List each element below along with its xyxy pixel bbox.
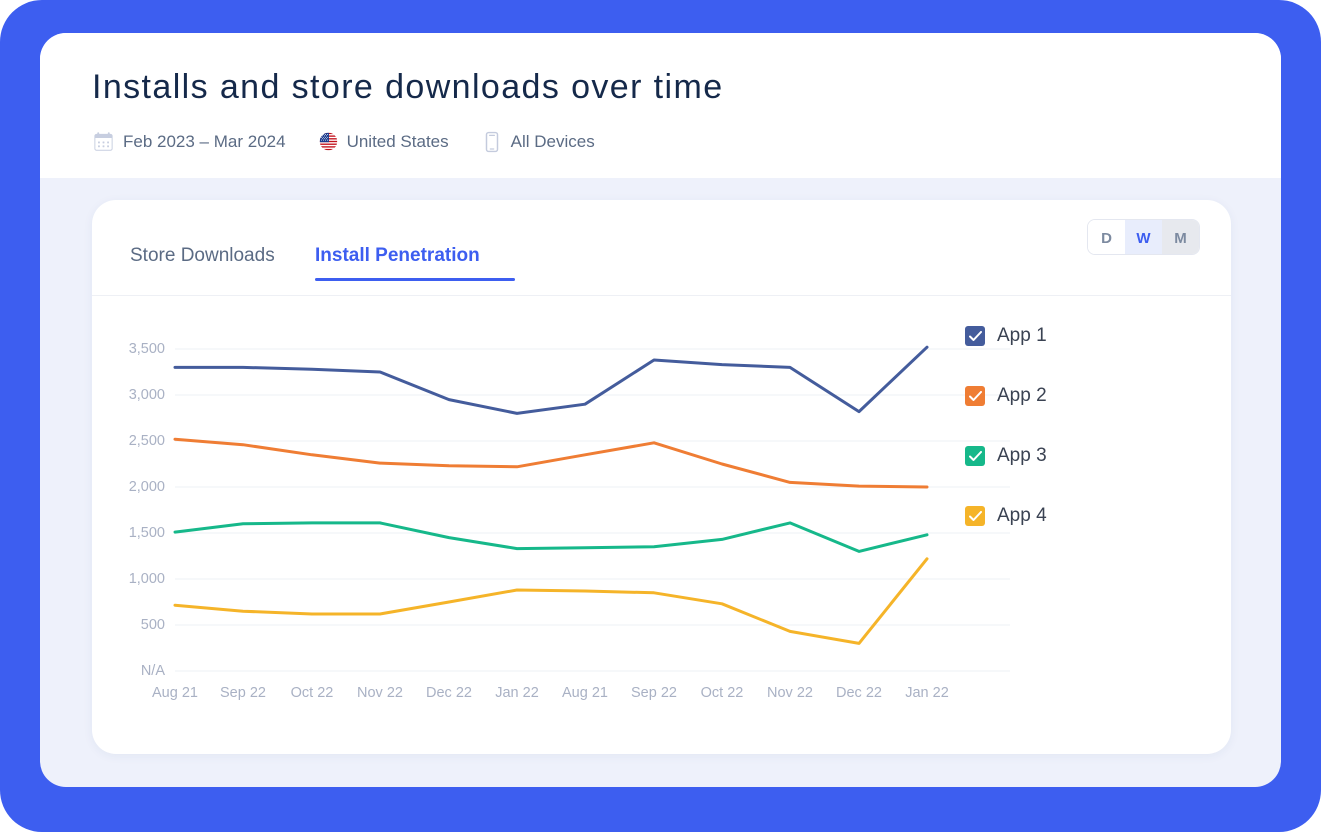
svg-text:Jan 22: Jan 22 bbox=[905, 685, 949, 701]
svg-text:Dec 22: Dec 22 bbox=[836, 685, 882, 701]
svg-text:2,000: 2,000 bbox=[129, 479, 165, 495]
svg-text:1,500: 1,500 bbox=[129, 525, 165, 541]
svg-text:Oct 22: Oct 22 bbox=[291, 685, 334, 701]
svg-text:Sep 22: Sep 22 bbox=[631, 685, 677, 701]
svg-text:Jan 22: Jan 22 bbox=[495, 685, 539, 701]
svg-text:Dec 22: Dec 22 bbox=[426, 685, 472, 701]
svg-text:1,000: 1,000 bbox=[129, 571, 165, 587]
svg-text:3,000: 3,000 bbox=[129, 387, 165, 403]
svg-text:Oct 22: Oct 22 bbox=[701, 685, 744, 701]
svg-text:Nov 22: Nov 22 bbox=[767, 685, 813, 701]
svg-text:2,500: 2,500 bbox=[129, 433, 165, 449]
svg-text:Aug 21: Aug 21 bbox=[562, 685, 608, 701]
svg-text:Sep 22: Sep 22 bbox=[220, 685, 266, 701]
svg-text:N/A: N/A bbox=[141, 663, 166, 679]
svg-text:500: 500 bbox=[141, 617, 165, 633]
svg-text:Nov 22: Nov 22 bbox=[357, 685, 403, 701]
svg-text:Aug 21: Aug 21 bbox=[152, 685, 198, 701]
svg-text:3,500: 3,500 bbox=[129, 341, 165, 357]
